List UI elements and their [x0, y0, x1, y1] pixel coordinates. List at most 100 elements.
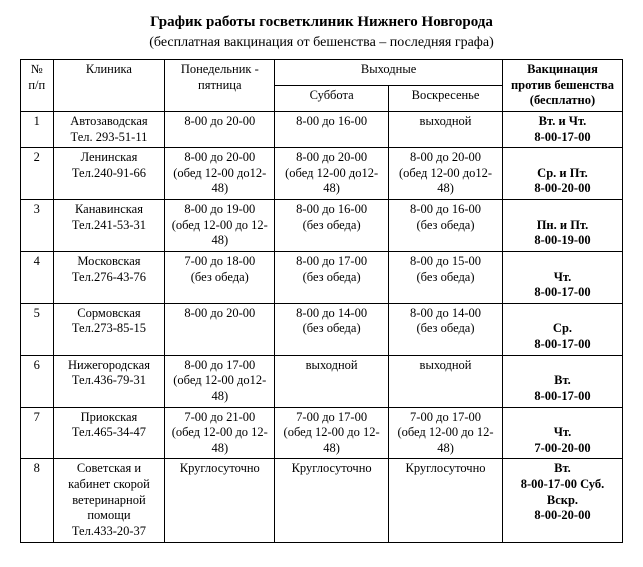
row-number: 6 — [21, 355, 54, 407]
header-weekdays: Понедельник - пятница — [165, 60, 275, 112]
vaccination-cell: Пн. и Пт.8-00-19-00 — [502, 200, 622, 252]
sunday-cell: 8-00 до 14-00(без обеда) — [389, 303, 503, 355]
row-number: 1 — [21, 111, 54, 147]
row-number: 7 — [21, 407, 54, 459]
row-number: 4 — [21, 251, 54, 303]
sunday-cell: 8-00 до 16-00(без обеда) — [389, 200, 503, 252]
clinic-name: Ленинская — [58, 150, 161, 166]
row-number: 3 — [21, 200, 54, 252]
vaccination-cell: Вт.8-00-17-00 Суб. Вскр.8-00-20-00 — [502, 459, 622, 542]
weekday-cell: 7-00 до 21-00(обед 12-00 до 12-48) — [165, 407, 275, 459]
clinic-tel: Тел. 293-51-11 — [58, 130, 161, 146]
saturday-cell-line2: (без обеда) — [279, 218, 384, 234]
weekday-cell-line2: (обед 12-00 до 12-48) — [169, 425, 270, 456]
weekday-cell: 8-00 до 20-00(обед 12-00 до12-48) — [165, 148, 275, 200]
sunday-cell: 8-00 до 15-00(без обеда) — [389, 251, 503, 303]
clinic-name: Автозаводская — [58, 114, 161, 130]
weekday-cell-line1: 8-00 до 19-00 — [169, 202, 270, 218]
sunday-cell-line2: (без обеда) — [393, 321, 498, 337]
sunday-cell-line1: 8-00 до 14-00 — [393, 306, 498, 322]
vaccination-line — [507, 202, 618, 218]
vaccination-line: Ср. — [507, 321, 618, 337]
weekday-cell: 7-00 до 18-00(без обеда) — [165, 251, 275, 303]
schedule-table: № п/п Клиника Понедельник - пятница Выхо… — [20, 59, 623, 543]
weekday-cell-line1: 7-00 до 18-00 — [169, 254, 270, 270]
saturday-cell-line2: (обед 12-00 до 12-48) — [279, 425, 384, 456]
vaccination-line — [507, 306, 618, 322]
vaccination-line: 8-00-17-00 Суб. Вскр. — [507, 477, 618, 508]
sunday-cell-line1: 8-00 до 16-00 — [393, 202, 498, 218]
table-row: 2ЛенинскаяТел.240-91-668-00 до 20-00(обе… — [21, 148, 623, 200]
clinic-cell: ЛенинскаяТел.240-91-66 — [53, 148, 165, 200]
clinic-tel: Тел.273-85-15 — [58, 321, 161, 337]
vaccination-line: Чт. — [507, 270, 618, 286]
sunday-cell: выходной — [389, 355, 503, 407]
table-row: 7ПриокскаяТел.465-34-477-00 до 21-00(обе… — [21, 407, 623, 459]
clinic-cell: АвтозаводскаяТел. 293-51-11 — [53, 111, 165, 147]
weekday-cell: 8-00 до 20-00 — [165, 111, 275, 147]
saturday-cell-line1: 8-00 до 14-00 — [279, 306, 384, 322]
weekday-cell-line2: (обед 12-00 до12-48) — [169, 166, 270, 197]
weekday-cell-line2: (без обеда) — [169, 270, 270, 286]
clinic-name: Канавинская — [58, 202, 161, 218]
vaccination-line: 8-00-17-00 — [507, 130, 618, 146]
table-row: 5СормовскаяТел.273-85-158-00 до 20-00 8-0… — [21, 303, 623, 355]
saturday-cell-line1: выходной — [279, 358, 384, 374]
saturday-cell-line1: 7-00 до 17-00 — [279, 410, 384, 426]
header-clinic: Клиника — [53, 60, 165, 112]
clinic-tel: Тел.433-20-37 — [58, 524, 161, 540]
saturday-cell: 7-00 до 17-00(обед 12-00 до 12-48) — [275, 407, 389, 459]
row-number: 5 — [21, 303, 54, 355]
clinic-cell: КанавинскаяТел.241-53-31 — [53, 200, 165, 252]
sunday-cell-line1: 8-00 до 20-00 — [393, 150, 498, 166]
sunday-cell: Круглосуточно — [389, 459, 503, 542]
vaccination-line: 8-00-20-00 — [507, 508, 618, 524]
sunday-cell-line2: (обед 12-00 до12-48) — [393, 166, 498, 197]
header-sat: Суббота — [275, 85, 389, 111]
vaccination-line: Чт. — [507, 425, 618, 441]
weekday-cell-line1: 8-00 до 20-00 — [169, 150, 270, 166]
vaccination-line: Вт. и Чт. — [507, 114, 618, 130]
vaccination-line — [507, 410, 618, 426]
saturday-cell-line2: (обед 12-00 до12-48) — [279, 166, 384, 197]
header-sun: Воскресенье — [389, 85, 503, 111]
weekday-cell-line1: 8-00 до 20-00 — [169, 306, 270, 322]
sunday-cell-line2: (без обеда) — [393, 270, 498, 286]
vaccination-line: Вт. — [507, 461, 618, 477]
vaccination-line: 8-00-17-00 — [507, 285, 618, 301]
saturday-cell-line1: 8-00 до 20-00 — [279, 150, 384, 166]
vaccination-line: 8-00-20-00 — [507, 181, 618, 197]
weekday-cell-line1: 7-00 до 21-00 — [169, 410, 270, 426]
vaccination-line — [507, 150, 618, 166]
table-row: 4МосковскаяТел.276-43-767-00 до 18-00(бе… — [21, 251, 623, 303]
header-weekend: Выходные — [275, 60, 503, 86]
clinic-cell: СормовскаяТел.273-85-15 — [53, 303, 165, 355]
saturday-cell: 8-00 до 16-00 — [275, 111, 389, 147]
sunday-cell-line1: 7-00 до 17-00 — [393, 410, 498, 426]
saturday-cell-line1: 8-00 до 16-00 — [279, 114, 384, 130]
sunday-cell-line1: 8-00 до 15-00 — [393, 254, 498, 270]
weekday-cell-line1: 8-00 до 17-00 — [169, 358, 270, 374]
clinic-name: Московская — [58, 254, 161, 270]
clinic-tel: Тел.240-91-66 — [58, 166, 161, 182]
vaccination-line: 8-00-17-00 — [507, 337, 618, 353]
header-vaccination: Вакцинация против бешенства (бесплатно) — [502, 60, 622, 112]
sunday-cell-line1: выходной — [393, 358, 498, 374]
sunday-cell-line2: (без обеда) — [393, 218, 498, 234]
sunday-cell-line1: выходной — [393, 114, 498, 130]
clinic-name: Приокская — [58, 410, 161, 426]
row-number: 8 — [21, 459, 54, 542]
table-row: 6НижегородскаяТел.436-79-318-00 до 17-00… — [21, 355, 623, 407]
vaccination-line: Ср. и Пт. — [507, 166, 618, 182]
page-title: График работы госветклиник Нижнего Новго… — [20, 14, 623, 31]
header-num: № п/п — [21, 60, 54, 112]
clinic-cell: МосковскаяТел.276-43-76 — [53, 251, 165, 303]
sunday-cell-line2: (обед 12-00 до 12-48) — [393, 425, 498, 456]
saturday-cell-line1: 8-00 до 16-00 — [279, 202, 384, 218]
weekday-cell: 8-00 до 17-00(обед 12-00 до12-48) — [165, 355, 275, 407]
vaccination-cell: Вт. и Чт.8-00-17-00 — [502, 111, 622, 147]
clinic-cell: НижегородскаяТел.436-79-31 — [53, 355, 165, 407]
clinic-tel: Тел.276-43-76 — [58, 270, 161, 286]
saturday-cell: выходной — [275, 355, 389, 407]
saturday-cell: 8-00 до 14-00(без обеда) — [275, 303, 389, 355]
